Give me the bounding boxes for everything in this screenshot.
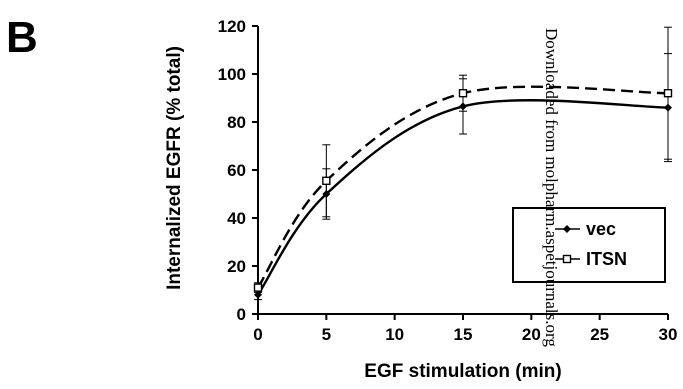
legend-box	[512, 207, 666, 283]
legend: vec ITSN	[512, 207, 666, 283]
x-tick-label: 0	[253, 325, 262, 344]
x-tick-label: 30	[659, 325, 678, 344]
y-tick-label: 80	[227, 113, 246, 132]
data-point	[322, 176, 331, 186]
legend-label: vec	[586, 219, 616, 239]
y-axis-label: Internalized EGFR (% total)	[164, 46, 185, 290]
legend-items: vec ITSN	[555, 219, 627, 269]
series-itsn	[253, 26, 673, 293]
x-tick-label: 25	[590, 325, 609, 344]
x-axis-label: EGF stimulation (min)	[364, 361, 561, 382]
legend-label: ITSN	[586, 249, 627, 269]
legend-marker	[562, 254, 572, 264]
data-point	[253, 283, 263, 292]
data-point	[663, 88, 673, 98]
y-tick-label: 120	[218, 17, 246, 36]
y-tick-label: 20	[227, 257, 246, 276]
y-tick-label: 60	[227, 161, 246, 180]
watermark: Downloaded from molpharm.aspetjournals.o…	[542, 28, 561, 347]
panel-label: B	[6, 13, 38, 62]
x-tick-label: 20	[522, 325, 541, 344]
y-tick-label: 100	[218, 65, 246, 84]
data-point	[458, 88, 468, 98]
y-tick-label: 40	[227, 209, 246, 228]
series-line	[257, 99, 669, 296]
x-tick-label: 10	[385, 325, 404, 344]
x-ticks: 0 5 10 15 20 25 30	[253, 314, 677, 344]
x-tick-label: 15	[454, 325, 473, 344]
y-tick-label: 0	[237, 305, 246, 324]
series-layer	[253, 26, 673, 301]
series-line	[256, 85, 669, 289]
legend-marker	[563, 225, 571, 233]
x-tick-label: 5	[322, 325, 331, 344]
y-ticks: 0 20 40 60 80 100 120	[218, 17, 258, 324]
